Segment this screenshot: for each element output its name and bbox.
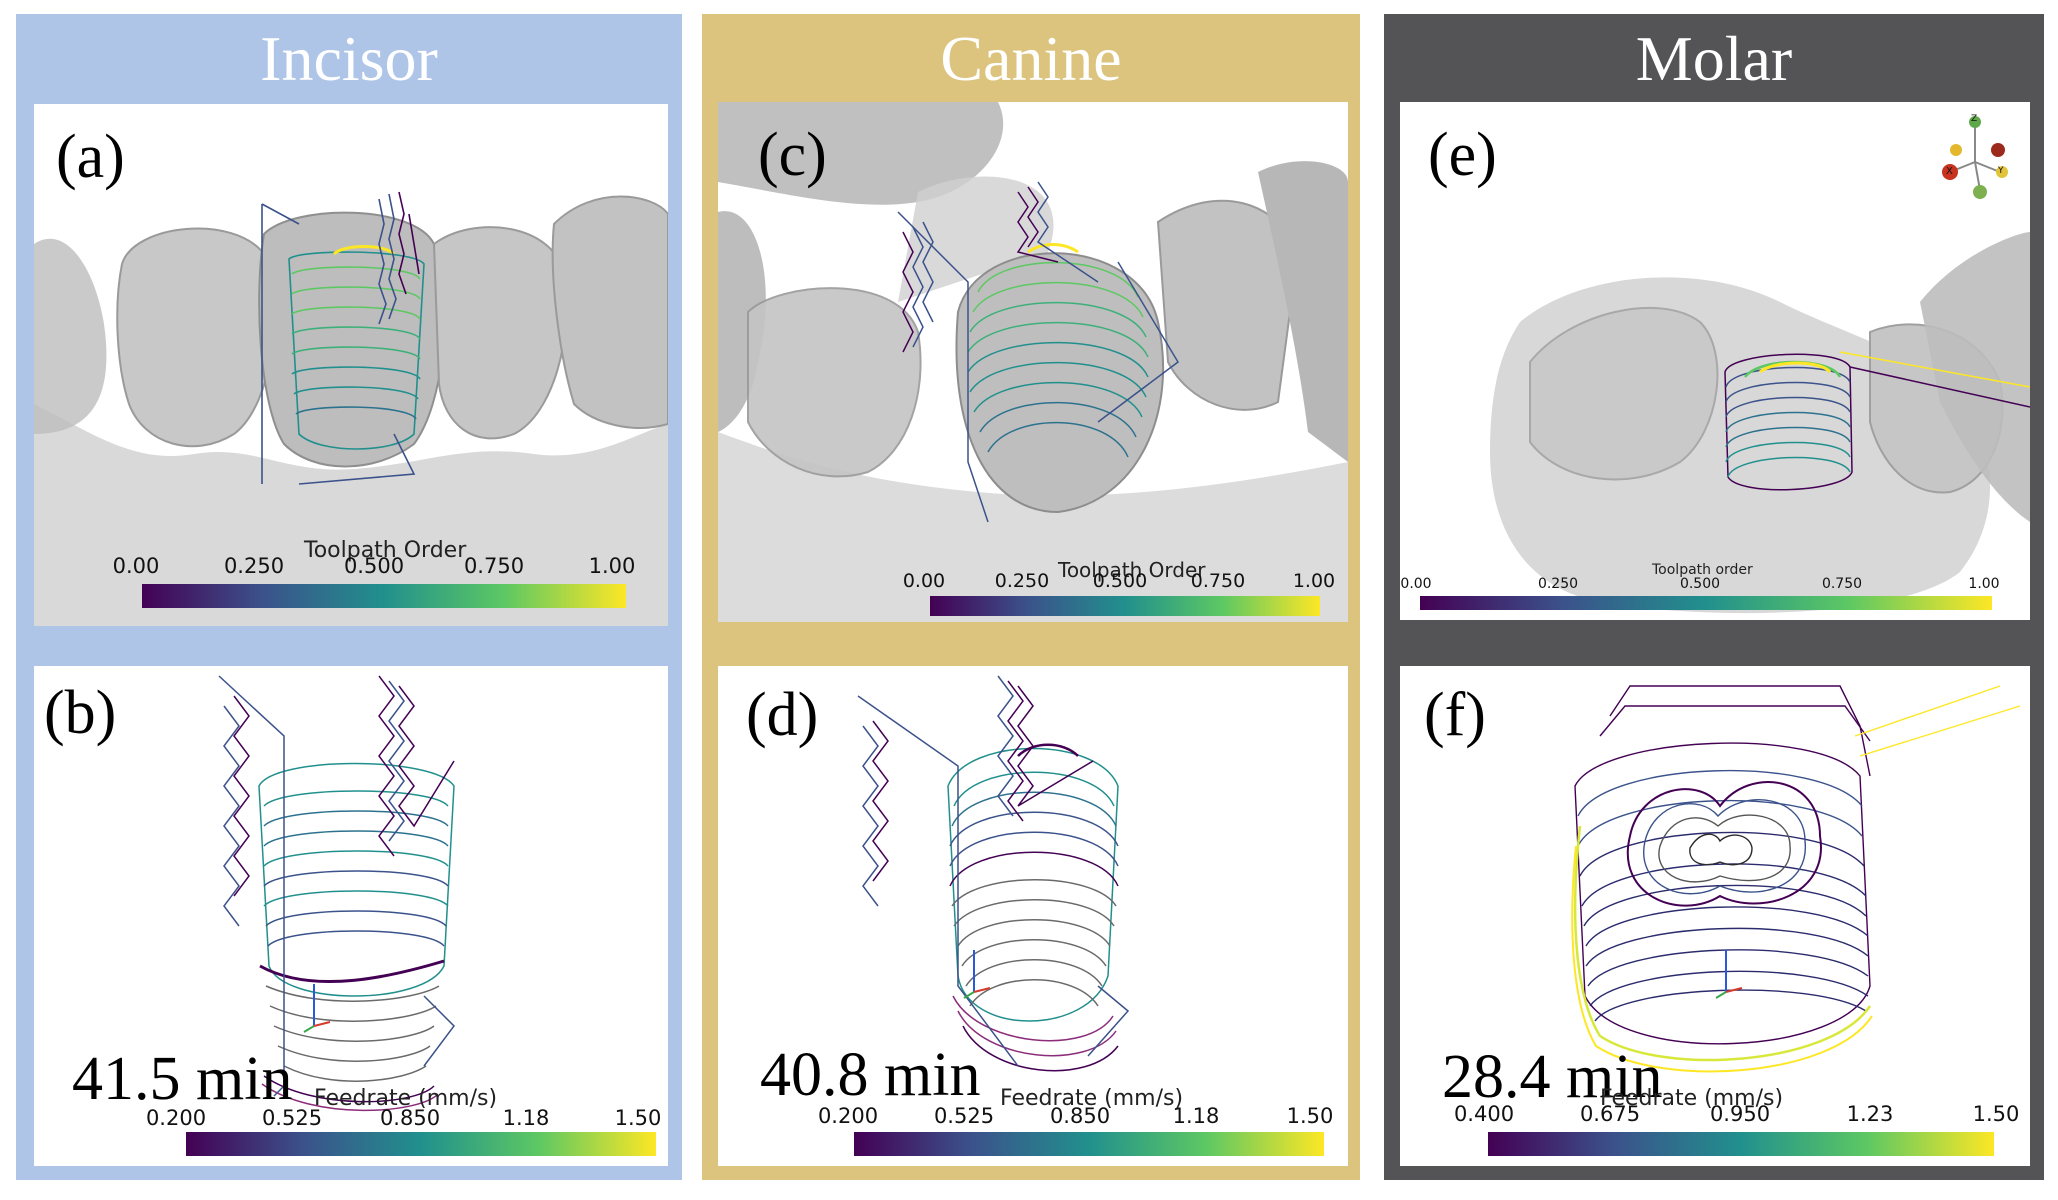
machining-time: 41.5 min: [72, 1045, 293, 1113]
panel-label-e: (e): [1428, 121, 1497, 189]
colorbar-title-toolpath-order: Toolpath order: [1652, 562, 1753, 578]
panel-label-d: (d): [746, 681, 819, 749]
canine-mesh-render: [718, 102, 1348, 622]
colorbar-tick: 0.250: [223, 554, 285, 578]
colorbar-tick: 0.500: [343, 554, 405, 578]
colorbar-tick: 1.18: [1172, 1104, 1220, 1128]
colorbar-tick: 1.00: [1968, 576, 2000, 592]
panel-a-incisor-model: (a) Toolpath Order 0.00 0.250 0.500 0.75…: [34, 104, 668, 626]
machining-time: 28.4 min: [1442, 1043, 1663, 1111]
colorbar-tick: 0.675: [1579, 1102, 1641, 1126]
colorbar-tick: 0.500: [1679, 576, 1721, 592]
axis-label-y: Y: [1998, 166, 2004, 176]
molar-mesh-render: [1400, 102, 2030, 620]
colorbar-title-feedrate: Feedrate (mm/s): [314, 1086, 498, 1111]
colorbar-tick: 0.400: [1453, 1102, 1515, 1126]
panel-b-incisor-feedrate: (b) 41.5 min Feedrate (mm/s) 0.200 0.525…: [34, 666, 668, 1166]
canine-feedrate-toolpath: [718, 666, 1348, 1166]
panel-label-b: (b): [44, 679, 117, 747]
axis-label-x: X: [1946, 166, 1953, 177]
toolpath-order-colorbar: [1420, 596, 1992, 610]
colorbar-title-toolpath-order: Toolpath Order: [304, 538, 467, 563]
panel-c-canine-model: (c) Toolpath Order 0.00 0.250 0.500 0.75…: [718, 102, 1348, 622]
colorbar-tick: 0.525: [261, 1106, 323, 1130]
panel-label-c: (c): [758, 121, 827, 189]
axis-label-z: Z: [1971, 114, 1978, 124]
column-title-molar: Molar: [1635, 23, 1793, 94]
colorbar-tick: 0.750: [1821, 576, 1863, 592]
colorbar-tick: 0.200: [145, 1106, 207, 1130]
colorbar-tick: 1.00: [1292, 570, 1336, 592]
panel-label-f: (f): [1424, 681, 1486, 749]
canine-column: Canine: [702, 14, 1360, 1180]
panel-f-molar-feedrate: (f) 28.4 min Feedrate (mm/s) 0.400 0.675…: [1400, 666, 2030, 1166]
molar-column: Molar: [1384, 14, 2044, 1180]
colorbar-tick: 0.525: [933, 1104, 995, 1128]
colorbar-tick: 0.250: [994, 570, 1050, 592]
colorbar-tick: 0.850: [1049, 1104, 1111, 1128]
colorbar-tick: 0.00: [112, 554, 160, 578]
colorbar-tick: 0.00: [902, 570, 946, 592]
feedrate-colorbar: [1488, 1132, 1994, 1156]
panel-d-canine-feedrate: (d) 40.8 min Feedrate (mm/s) 0.200 0.525…: [718, 666, 1348, 1166]
colorbar-tick: 1.50: [614, 1106, 662, 1130]
colorbar-title-feedrate: Feedrate (mm/s): [1600, 1086, 1784, 1111]
orientation-axes: [1715, 950, 1743, 999]
colorbar-tick: 0.500: [1092, 570, 1148, 592]
colorbar-tick: 1.50: [1972, 1102, 2020, 1126]
colorbar-tick: 0.00: [1400, 576, 1432, 592]
colorbar-tick: 0.750: [1190, 570, 1246, 592]
machining-time: 40.8 min: [760, 1041, 981, 1109]
orientation-glyph-3d: [1942, 116, 2008, 199]
feedrate-colorbar: [854, 1132, 1324, 1156]
panel-e-molar-model: Z X Y (e) Toolpath order 0.00 0.250 0.50…: [1400, 102, 2030, 620]
panel-label-a: (a): [56, 123, 125, 191]
colorbar-tick: 1.00: [588, 554, 636, 578]
incisor-mesh-render: [34, 104, 668, 626]
colorbar-tick: 0.250: [1537, 576, 1579, 592]
colorbar-tick: 0.200: [817, 1104, 879, 1128]
feedrate-colorbar: [186, 1132, 656, 1156]
molar-feedrate-toolpath: [1400, 666, 2030, 1166]
toolpath-order-colorbar: [142, 584, 626, 608]
orientation-axes: [303, 984, 331, 1033]
colorbar-title-feedrate: Feedrate (mm/s): [1000, 1086, 1184, 1111]
colorbar-tick: 0.950: [1709, 1102, 1771, 1126]
colorbar-tick: 1.50: [1286, 1104, 1334, 1128]
colorbar-tick: 0.750: [463, 554, 525, 578]
colorbar-tick: 1.23: [1846, 1102, 1894, 1126]
orientation-axes: [963, 950, 991, 999]
incisor-column: Incisor: [16, 14, 682, 1180]
colorbar-title-toolpath-order: Toolpath Order: [1058, 558, 1206, 582]
column-title-incisor: Incisor: [260, 23, 438, 94]
colorbar-tick: 0.850: [379, 1106, 441, 1130]
toolpath-order-colorbar: [930, 596, 1320, 616]
incisor-feedrate-toolpath: [34, 666, 668, 1166]
colorbar-tick: 1.18: [502, 1106, 550, 1130]
column-title-canine: Canine: [940, 23, 1122, 94]
